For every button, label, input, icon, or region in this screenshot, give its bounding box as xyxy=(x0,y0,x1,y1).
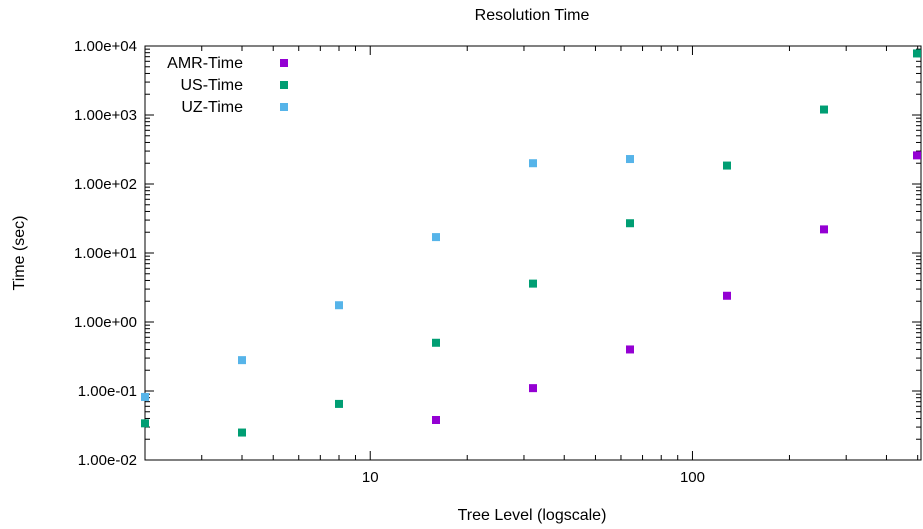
data-point xyxy=(723,161,731,170)
x-axis: 10 100 xyxy=(201,46,919,486)
data-point xyxy=(432,338,440,347)
data-point xyxy=(141,419,149,428)
x-axis-title: Tree Level (logscale) xyxy=(458,507,607,524)
data-point xyxy=(820,105,828,114)
data-point xyxy=(626,345,634,354)
data-point xyxy=(820,225,828,234)
data-point xyxy=(626,155,634,164)
plot-frame xyxy=(144,45,922,461)
legend-label: US-Time xyxy=(180,77,243,94)
data-point xyxy=(141,392,149,401)
data-point xyxy=(723,291,731,300)
legend: AMR-Time US-Time UZ-Time xyxy=(167,55,288,116)
legend-marker xyxy=(280,103,288,111)
y-axis: 1.00e-02 1.00e-01 1.00e+00 1.00e+01 1.00e+02… xyxy=(74,38,921,469)
data-point xyxy=(335,301,343,310)
data-point xyxy=(913,49,921,58)
data-point xyxy=(432,415,440,424)
chart-title: Resolution Time xyxy=(475,7,590,24)
data-point xyxy=(529,159,537,168)
data-point xyxy=(913,151,921,160)
y-tick-label: 1.00e-02 xyxy=(78,452,137,469)
y-tick-label: 1.00e-01 xyxy=(78,383,137,400)
series-amr-time xyxy=(432,151,921,424)
legend-label: AMR-Time xyxy=(167,55,243,72)
y-tick-label: 1.00e+02 xyxy=(74,176,137,193)
series-us-time xyxy=(141,49,921,437)
legend-marker xyxy=(280,81,288,89)
data-point xyxy=(529,279,537,288)
y-tick-label: 1.00e+00 xyxy=(74,314,137,331)
legend-label: UZ-Time xyxy=(181,99,243,116)
y-tick-label: 1.00e+04 xyxy=(74,38,137,55)
y-axis-title: Time (sec) xyxy=(11,216,28,291)
data-point xyxy=(238,356,246,365)
data-point xyxy=(432,233,440,242)
legend-marker xyxy=(280,59,288,67)
x-tick-label: 10 xyxy=(362,469,379,486)
data-point xyxy=(238,428,246,437)
data-points xyxy=(141,49,921,437)
y-tick-label: 1.00e+03 xyxy=(74,107,137,124)
data-point xyxy=(626,219,634,228)
x-tick-label: 100 xyxy=(680,469,705,486)
series-uz-time xyxy=(141,155,634,401)
y-tick-label: 1.00e+01 xyxy=(74,245,137,262)
data-point xyxy=(529,384,537,393)
data-point xyxy=(335,399,343,408)
